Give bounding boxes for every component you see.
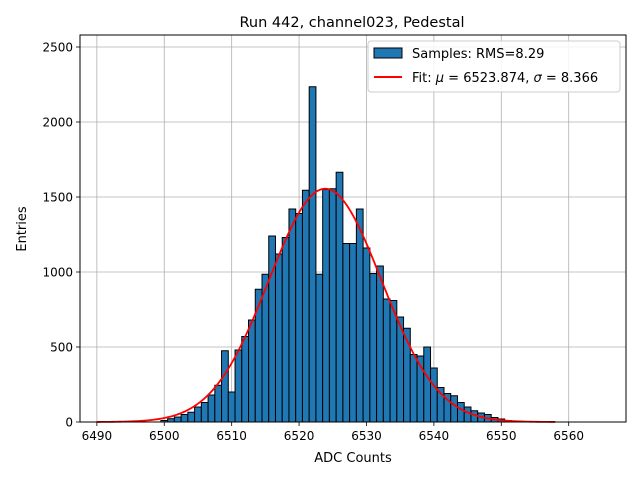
histogram-bar xyxy=(173,416,182,423)
histogram-bar xyxy=(382,298,391,423)
y-tick-label: 1500 xyxy=(42,191,73,205)
histogram-bar xyxy=(308,86,317,423)
legend-histogram-swatch xyxy=(373,47,403,59)
x-tick-label: 6510 xyxy=(216,429,247,443)
histogram-bar xyxy=(248,319,256,423)
histogram-bar xyxy=(456,402,465,423)
y-axis-ticks: 0 500 1000 1500 2000 2500 xyxy=(42,41,80,430)
x-tick-label: 6540 xyxy=(419,429,450,443)
legend-box xyxy=(367,40,621,93)
histogram-bar xyxy=(430,367,438,423)
histogram-bar xyxy=(355,208,364,423)
x-tick-label: 6490 xyxy=(82,429,113,443)
x-axis-ticks: 6490 6500 6510 6520 6530 6540 6550 6560 xyxy=(82,422,584,443)
x-tick-label: 6520 xyxy=(284,429,315,443)
y-tick-label: 500 xyxy=(50,341,73,355)
histogram-bar xyxy=(450,395,458,423)
histogram-bar xyxy=(227,391,236,423)
histogram-bar xyxy=(389,300,398,423)
histogram-bar xyxy=(214,384,223,423)
histogram-bar xyxy=(342,243,351,423)
histogram-bar xyxy=(268,235,276,423)
histogram-bar xyxy=(221,350,229,423)
histogram-bar xyxy=(234,349,243,423)
histogram-bar xyxy=(315,273,324,423)
y-axis-label: Entries xyxy=(15,206,30,252)
histogram-bar xyxy=(362,247,371,423)
gaussian-fit-curve xyxy=(96,187,556,423)
histogram-bar xyxy=(180,414,189,423)
legend-fit-label: Fit: μ = 6523.874, σ = 8.366 xyxy=(412,71,598,86)
histogram-bar xyxy=(369,273,378,423)
y-tick-label: 1000 xyxy=(42,266,73,280)
histogram-bar xyxy=(241,336,250,423)
histogram-bar xyxy=(194,406,202,423)
histogram-bar xyxy=(328,188,337,423)
x-tick-label: 6550 xyxy=(486,429,517,443)
histogram-bar xyxy=(200,402,209,423)
histogram-bar xyxy=(274,253,283,423)
histogram-bar xyxy=(335,171,344,423)
legend: Samples: RMS=8.29 Fit: μ = 6523.874, σ =… xyxy=(367,40,621,93)
histogram-bar xyxy=(409,354,418,423)
histogram-bar xyxy=(349,243,357,423)
histogram-bar xyxy=(301,189,310,423)
chart-title: Run 442, channel023, Pedestal xyxy=(239,15,464,31)
histogram-bar xyxy=(376,265,384,423)
x-axis-label: ADC Counts xyxy=(314,451,392,466)
histogram-bar xyxy=(463,406,472,423)
histogram-bar xyxy=(187,411,196,423)
y-tick-label: 2500 xyxy=(42,41,73,55)
histogram-bar xyxy=(295,213,303,423)
plot-frame xyxy=(79,34,627,423)
x-tick-label: 6500 xyxy=(149,429,180,443)
histogram-bar xyxy=(281,237,290,423)
fit-curve-group xyxy=(96,187,556,423)
y-tick-label: 2000 xyxy=(42,116,73,130)
legend-histogram-label: Samples: RMS=8.29 xyxy=(412,47,544,62)
histogram-bar xyxy=(288,208,297,423)
histogram-bar xyxy=(207,394,216,423)
x-tick-label: 6530 xyxy=(351,429,382,443)
histogram-bar xyxy=(423,346,432,423)
y-tick-label: 0 xyxy=(65,416,73,430)
x-tick-label: 6560 xyxy=(553,429,584,443)
histogram-bar xyxy=(322,189,330,423)
